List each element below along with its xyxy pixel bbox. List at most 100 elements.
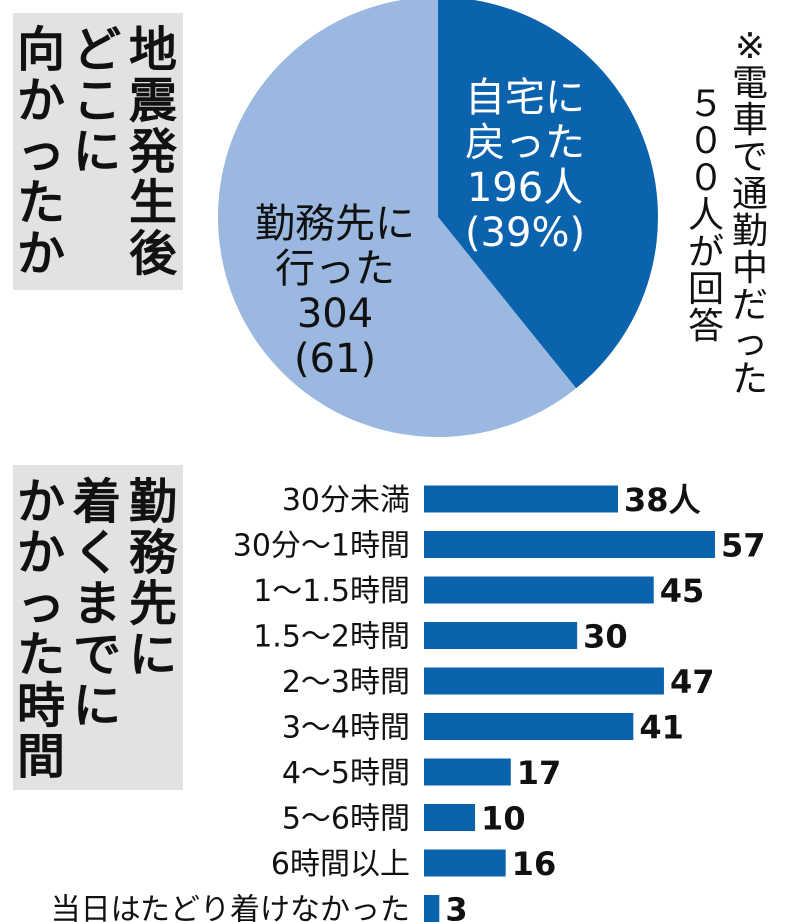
bar-1: [424, 485, 618, 513]
pie-label-line: 行った: [275, 246, 395, 292]
pie-label-line: 304: [297, 291, 373, 337]
pie-title-line-3: 向かったか: [13, 25, 69, 280]
vertical-char: で: [732, 137, 769, 178]
vertical-char: 務: [128, 525, 177, 581]
value-label-1: 38人: [624, 481, 701, 519]
vertical-char: 電: [732, 63, 769, 104]
vertical-char: 中: [732, 248, 769, 289]
value-label-5: 47: [670, 663, 715, 701]
vertical-char: ５: [688, 84, 725, 125]
bar-10: [424, 895, 440, 922]
pie-chart: 自宅に戻った 196人(39%) 勤務先に行った 304 (61): [218, 0, 658, 437]
vertical-char: 通: [732, 174, 769, 215]
vertical-char: た: [732, 359, 769, 400]
category-label-2: 30分～1時間: [233, 529, 410, 564]
vertical-char: に: [72, 678, 121, 734]
bar-5: [424, 667, 664, 695]
vertical-char: た: [16, 175, 65, 231]
vertical-char: 地: [128, 22, 177, 78]
vertical-char: 間: [16, 729, 65, 785]
value-label-6: 41: [639, 709, 684, 747]
vertical-char: 先: [128, 576, 177, 632]
vertical-char: 着: [72, 474, 121, 530]
vertical-char: ０: [688, 158, 725, 199]
category-label-1: 30分未満: [282, 483, 410, 518]
vertical-char: 勤: [732, 211, 769, 252]
vertical-char: か: [16, 525, 65, 581]
bar-2: [424, 531, 715, 558]
vertical-char: で: [72, 627, 121, 683]
bar-9: [424, 849, 506, 877]
value-label-9: 16: [512, 845, 557, 883]
note-line-1: ※ 電車で通勤中だった: [732, 28, 768, 398]
pie-title-line-1: 地震発生後: [125, 25, 181, 280]
value-label-8: 10: [481, 800, 526, 838]
category-label-10: 当日はたどり着けなかった: [51, 893, 410, 922]
bar-6: [424, 713, 634, 740]
pie-slice-label-2: 勤務先に行った 304 (61): [255, 201, 415, 382]
category-label-6: 3～4時間: [282, 711, 410, 746]
pie-slice-1: [438, 0, 658, 389]
category-label-7: 4～5時間: [282, 756, 410, 791]
value-label-3: 45: [660, 572, 705, 610]
vertical-char: 勤: [128, 474, 177, 530]
vertical-char: ０: [688, 121, 725, 162]
vertical-char: が: [688, 232, 725, 273]
category-label-4: 1.5～2時間: [253, 620, 410, 655]
vertical-char: か: [16, 73, 65, 129]
vertical-char: っ: [732, 322, 769, 363]
value-label-4: 30: [583, 618, 628, 656]
vertical-char: ま: [72, 576, 121, 632]
vertical-char: 後: [128, 226, 177, 282]
pie-label-line: 勤務先に: [255, 201, 415, 247]
vertical-char: に: [128, 627, 177, 683]
category-label-8: 5～6時間: [282, 802, 410, 837]
category-label-5: 2～3時間: [282, 665, 410, 700]
vertical-char: 時: [16, 678, 65, 734]
vertical-char: っ: [16, 576, 65, 632]
vertical-char: 回: [688, 269, 725, 310]
pie-slice-2: [218, 0, 577, 437]
value-label-7: 17: [517, 754, 562, 792]
vertical-char: か: [16, 226, 65, 282]
category-label-9: 6時間以上: [271, 847, 410, 882]
vertical-char: 向: [16, 22, 65, 78]
bar-4: [424, 622, 578, 649]
category-label-3: 1～1.5時間: [253, 574, 410, 609]
vertical-char: に: [72, 124, 121, 180]
pie-label-line: (39%): [465, 210, 585, 256]
bar-chart: 30分未満 38人 30分～1時間 57 1～1.5時間 45 1.5～2時間 30 2～3時間…: [51, 481, 766, 922]
bar-8: [424, 804, 476, 831]
bar-title-line-2: 着くまでに: [69, 477, 125, 732]
pie-title-line-2: どこに: [69, 25, 125, 178]
vertical-char: 発: [128, 124, 177, 180]
vertical-char: っ: [16, 124, 65, 180]
vertical-char: か: [16, 474, 65, 530]
value-label-2: 57: [721, 527, 766, 565]
vertical-char: こ: [72, 73, 121, 129]
pie-label-line: 戻った: [465, 120, 585, 166]
bar-title-line-3: かかった時間: [13, 477, 69, 783]
vertical-char: だ: [732, 285, 769, 326]
bar-title-box: かかった時間 着くまでに 勤務先に: [13, 465, 183, 790]
pie-title-box: 向かったか どこに 地震発生後: [13, 13, 183, 290]
vertical-char: 人: [688, 195, 725, 236]
pie-label-line: 自宅に: [465, 75, 585, 121]
bar-title-line-1: 勤務先に: [125, 477, 181, 681]
value-label-10: 3: [445, 891, 467, 922]
vertical-char: ど: [72, 22, 121, 78]
pie-label-line: 196人: [467, 165, 583, 211]
vertical-char: た: [16, 627, 65, 683]
vertical-char: く: [72, 525, 121, 581]
vertical-char: 生: [128, 175, 177, 231]
vertical-char: 答: [688, 306, 725, 347]
bar-7: [424, 758, 511, 786]
vertical-char: 車: [732, 100, 769, 141]
pie-slice-label-1: 自宅に戻った 196人(39%): [465, 75, 585, 256]
pie-label-line: (61): [294, 336, 376, 382]
vertical-char: ※: [734, 26, 766, 67]
bar-3: [424, 576, 654, 604]
vertical-char: 震: [128, 73, 177, 129]
